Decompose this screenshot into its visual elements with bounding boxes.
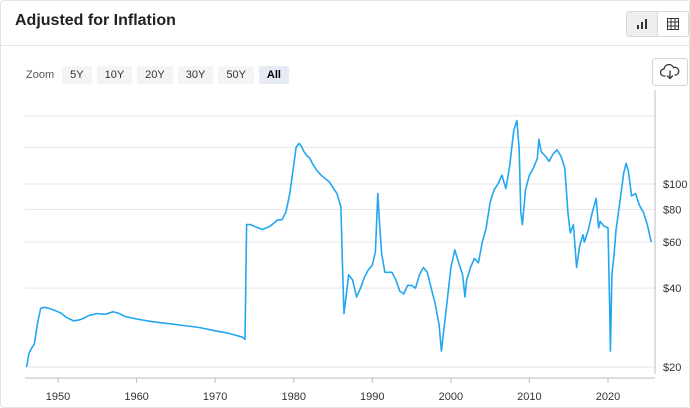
zoom-30y-button[interactable]: 30Y xyxy=(177,66,214,84)
x-tick-label: 2010 xyxy=(517,391,541,403)
cloud-download-icon xyxy=(660,64,680,80)
download-button[interactable] xyxy=(652,58,688,86)
card-header: Adjusted for Inflation xyxy=(1,1,689,46)
y-tick-label: $100 xyxy=(663,179,687,191)
chart-title: Adjusted for Inflation xyxy=(15,12,176,29)
table-icon xyxy=(667,18,679,30)
y-tick-label: $80 xyxy=(663,204,681,216)
zoom-controls: Zoom 5Y 10Y 20Y 30Y 50Y All xyxy=(26,66,294,84)
x-tick-label: 1950 xyxy=(46,391,70,403)
table-view-button[interactable] xyxy=(658,11,689,37)
chart-view-button[interactable] xyxy=(626,11,658,37)
x-tick-label: 2020 xyxy=(596,391,620,403)
x-tick-label: 1960 xyxy=(124,391,148,403)
y-tick-label: $40 xyxy=(663,283,681,295)
price-series-line xyxy=(25,119,652,368)
y-tick-label: $60 xyxy=(663,237,681,249)
zoom-50y-button[interactable]: 50Y xyxy=(218,66,254,84)
zoom-5y-button[interactable]: 5Y xyxy=(62,66,92,84)
zoom-all-button[interactable]: All xyxy=(258,66,289,84)
y-tick-label: $20 xyxy=(663,362,681,374)
bar-chart-icon xyxy=(637,19,647,29)
x-tick-label: 1970 xyxy=(203,391,227,403)
x-tick-label: 1980 xyxy=(281,391,305,403)
view-toggle xyxy=(626,11,689,37)
x-tick-label: 1990 xyxy=(360,391,384,403)
x-tick-label: 2000 xyxy=(439,391,463,403)
zoom-label: Zoom xyxy=(26,69,55,81)
zoom-20y-button[interactable]: 20Y xyxy=(137,66,173,84)
zoom-10y-button[interactable]: 10Y xyxy=(96,66,133,84)
